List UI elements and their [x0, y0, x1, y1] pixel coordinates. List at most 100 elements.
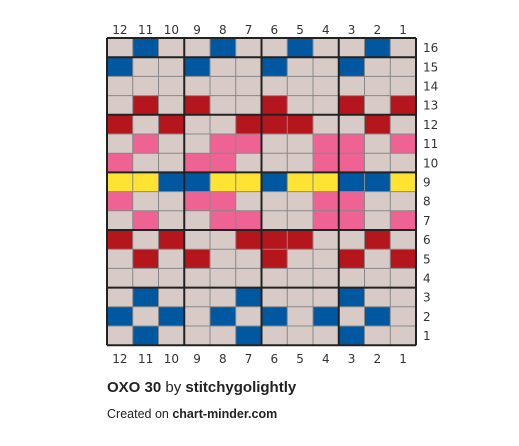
- chart-cell: [235, 326, 262, 346]
- chart-cell: [132, 134, 159, 154]
- column-label: 12: [112, 23, 127, 37]
- chart-cell: [184, 230, 210, 250]
- chart-cell: [364, 249, 391, 269]
- chart-cell: [107, 95, 133, 115]
- chart-cell: [261, 326, 288, 346]
- chart-cell: [364, 134, 391, 154]
- chart-cell: [184, 249, 210, 269]
- chart-cell: [364, 191, 391, 211]
- chart-cell: [132, 287, 159, 307]
- chart-cell: [390, 95, 416, 115]
- chart-cell: [261, 172, 288, 192]
- row-label: 7: [423, 214, 431, 228]
- chart-cell: [261, 210, 288, 230]
- chart-cell: [158, 326, 185, 346]
- by-text: by: [165, 379, 182, 396]
- chart-cell: [313, 210, 339, 230]
- row-label: 11: [423, 137, 438, 151]
- chart-cell: [235, 153, 262, 173]
- chart-cell: [184, 153, 210, 173]
- chart-cell: [210, 191, 236, 211]
- chart-cell: [210, 249, 236, 269]
- chart-cell: [390, 249, 416, 269]
- chart-cell: [158, 153, 185, 173]
- chart-cell: [184, 76, 210, 96]
- chart-cell: [261, 268, 288, 288]
- chart-cell: [287, 57, 313, 77]
- chart-cell: [184, 191, 210, 211]
- chart-cell: [132, 326, 159, 346]
- chart-cell: [364, 57, 391, 77]
- chart-cell: [364, 114, 391, 134]
- chart-cell: [390, 230, 416, 250]
- chart-cell: [158, 268, 185, 288]
- chart-cell: [158, 249, 185, 269]
- chart-cell: [184, 38, 210, 58]
- chart-cell: [287, 38, 313, 58]
- row-label: 9: [423, 176, 431, 190]
- chart-cell: [261, 57, 288, 77]
- chart-cell: [313, 153, 339, 173]
- row-label: 3: [423, 291, 431, 305]
- chart-cell: [338, 38, 365, 58]
- row-label: 1: [423, 329, 431, 343]
- column-label: 2: [374, 352, 382, 366]
- chart-cell: [261, 95, 288, 115]
- chart-cell: [364, 153, 391, 173]
- chart-cell: [210, 114, 236, 134]
- chart-cell: [287, 249, 313, 269]
- chart-cell: [338, 210, 365, 230]
- column-label: 11: [138, 352, 153, 366]
- chart-cell: [107, 57, 133, 77]
- chart-cell: [338, 230, 365, 250]
- chart-cell: [364, 230, 391, 250]
- chart-cell: [132, 172, 159, 192]
- chart-cell: [287, 306, 313, 326]
- chart-cell: [313, 114, 339, 134]
- chart-cell: [313, 95, 339, 115]
- column-label: 9: [193, 352, 201, 366]
- column-label: 4: [322, 352, 330, 366]
- chart-cell: [364, 306, 391, 326]
- chart-cell: [132, 114, 159, 134]
- chart-cell: [338, 268, 365, 288]
- chart-cell: [287, 153, 313, 173]
- chart-cell: [107, 326, 133, 346]
- chart-cell: [210, 268, 236, 288]
- chart-cell: [287, 191, 313, 211]
- chart-cell: [235, 95, 262, 115]
- chart-cell: [235, 287, 262, 307]
- chart-cell: [132, 191, 159, 211]
- column-label: 10: [164, 352, 179, 366]
- chart-cell: [235, 230, 262, 250]
- chart-cell: [132, 210, 159, 230]
- knitting-chart: 12 11 10 9 8 7 6 5 4 3 2 1 12 11 10 9 8 7 6 5 4 3 2 1 16151413…: [106, 23, 438, 366]
- chart-cell: [132, 57, 159, 77]
- column-label: 9: [193, 23, 201, 37]
- chart-cell: [364, 38, 391, 58]
- chart-cell: [184, 172, 210, 192]
- chart-cell: [287, 268, 313, 288]
- chart-cell: [210, 95, 236, 115]
- chart-cell: [235, 268, 262, 288]
- chart-cell: [107, 287, 133, 307]
- chart-cell: [287, 134, 313, 154]
- chart-cell: [261, 114, 288, 134]
- chart-cell: [338, 326, 365, 346]
- author-name[interactable]: stitchygolightly: [185, 379, 297, 396]
- site-link[interactable]: chart-minder.com: [172, 407, 278, 421]
- chart-cell: [313, 287, 339, 307]
- chart-cell: [261, 249, 288, 269]
- chart-cell: [210, 134, 236, 154]
- chart-cell: [184, 306, 210, 326]
- column-label: 4: [322, 23, 330, 37]
- column-label: 10: [164, 23, 179, 37]
- chart-cell: [158, 191, 185, 211]
- chart-cell: [364, 268, 391, 288]
- chart-cell: [132, 230, 159, 250]
- chart-cell: [158, 76, 185, 96]
- chart-cell: [107, 153, 133, 173]
- chart-cell: [158, 38, 185, 58]
- chart-cell: [107, 172, 133, 192]
- column-label: 7: [245, 23, 253, 37]
